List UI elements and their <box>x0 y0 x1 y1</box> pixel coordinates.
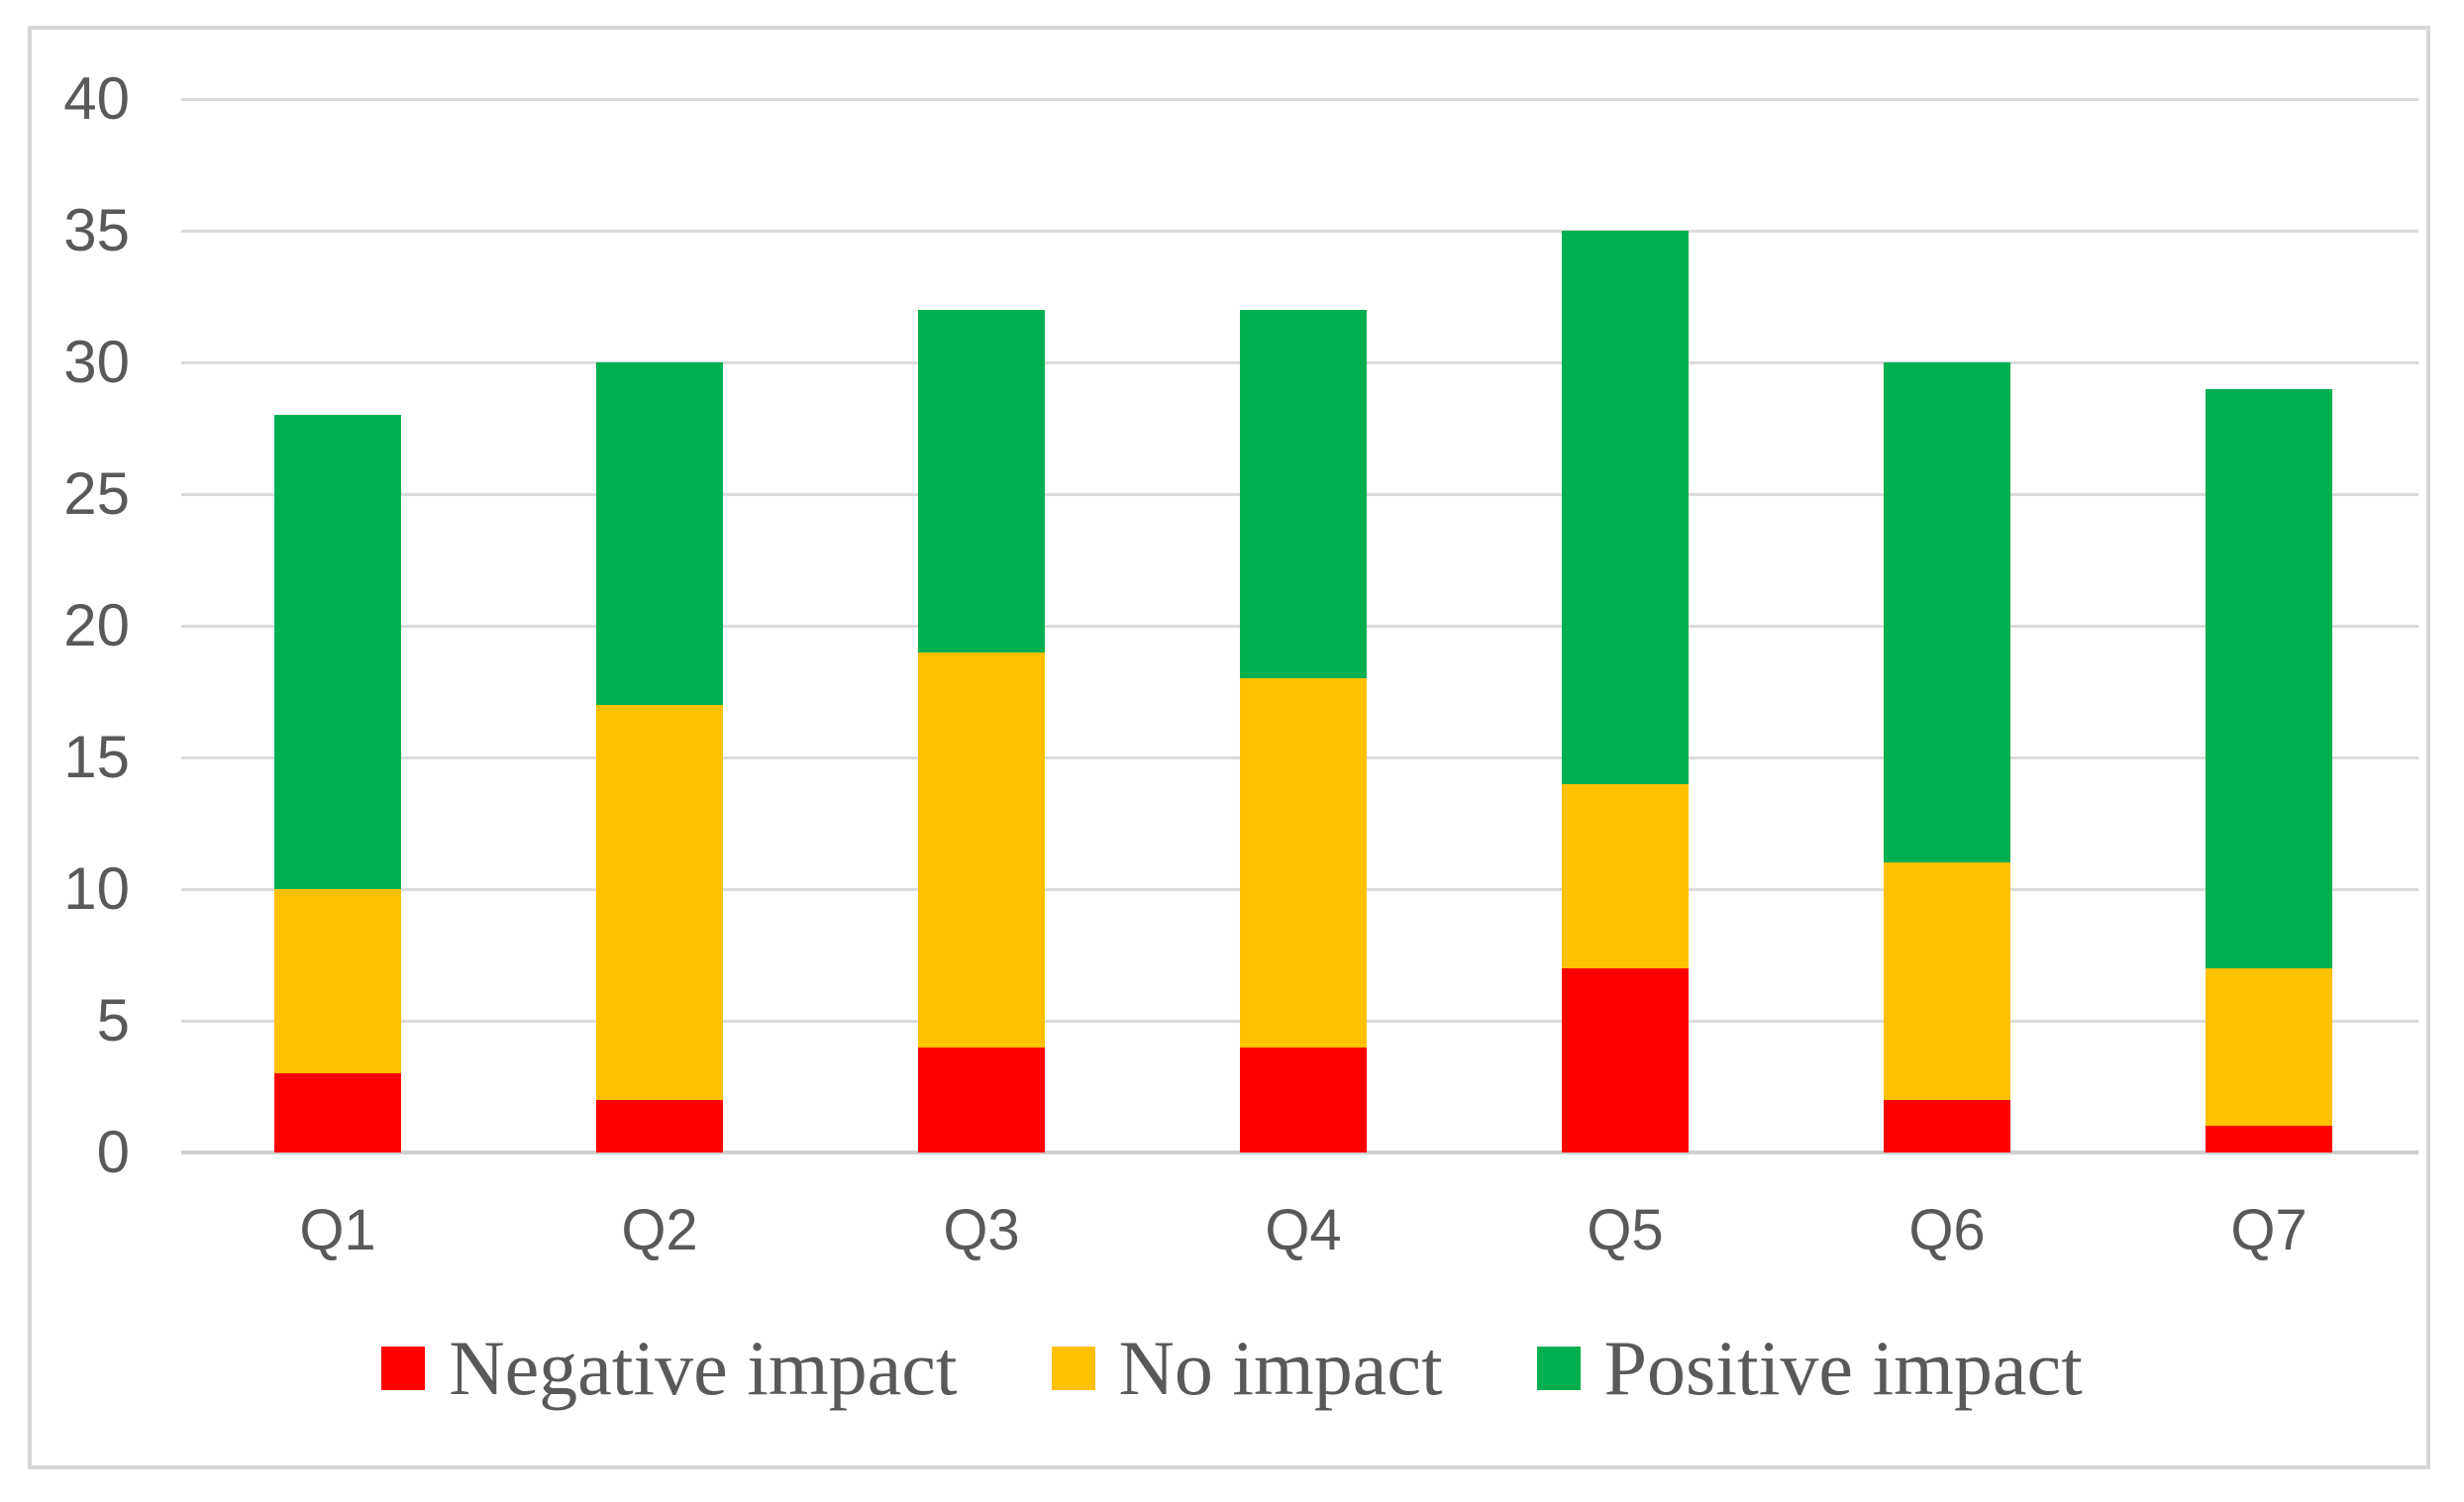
bar-segment-q3-no-impact <box>918 651 1045 1048</box>
legend-swatch-negative-impact <box>381 1347 426 1390</box>
bar-segment-q5-negative-impact <box>1562 967 1689 1152</box>
y-tick-label: 25 <box>63 460 130 527</box>
y-tick-label: 30 <box>63 329 130 395</box>
bar-segment-q7-positive-impact <box>2206 388 2332 968</box>
category-label-q3: Q3 <box>943 1198 1020 1262</box>
bar-segment-q6-negative-impact <box>1884 1099 2010 1152</box>
bar-segment-q7-negative-impact <box>2206 1126 2332 1152</box>
category-label-q1: Q1 <box>299 1198 376 1262</box>
bar-segment-q2-no-impact <box>596 704 723 1100</box>
y-tick-label: 20 <box>63 592 130 658</box>
legend-label-positive-impact: Positive impact <box>1603 1325 2083 1411</box>
bar-segment-q4-no-impact <box>1240 678 1367 1048</box>
gridline <box>181 229 2418 233</box>
bar-segment-q5-positive-impact <box>1562 231 1689 784</box>
legend-swatch-no-impact <box>1051 1347 1095 1390</box>
category-label-q5: Q5 <box>1587 1198 1664 1262</box>
category-label-q7: Q7 <box>2230 1198 2308 1262</box>
category-label-q4: Q4 <box>1265 1198 1342 1262</box>
legend: Negative impact No impact Positive impac… <box>0 1327 2464 1410</box>
gridline <box>181 97 2418 101</box>
bar-segment-q4-negative-impact <box>1240 1047 1367 1152</box>
legend-label-negative-impact: Negative impact <box>449 1325 958 1411</box>
y-tick-label: 5 <box>96 987 130 1053</box>
bar-segment-q2-negative-impact <box>596 1099 723 1152</box>
bar-segment-q3-positive-impact <box>918 309 1045 652</box>
bar-segment-q3-negative-impact <box>918 1047 1045 1152</box>
category-label-q6: Q6 <box>1908 1198 1986 1262</box>
legend-item-no-impact: No impact <box>1051 1325 1443 1411</box>
y-tick-label: 0 <box>96 1119 130 1185</box>
y-tick-label: 10 <box>63 855 130 922</box>
bar-segment-q5-no-impact <box>1562 783 1689 968</box>
legend-label-no-impact: No impact <box>1118 1325 1443 1411</box>
bar-segment-q4-positive-impact <box>1240 309 1367 679</box>
bar-segment-q1-positive-impact <box>274 415 401 889</box>
y-tick-label: 35 <box>63 197 130 263</box>
y-tick-label: 40 <box>63 65 130 132</box>
x-axis-line <box>181 1151 2418 1154</box>
legend-item-positive-impact: Positive impact <box>1536 1325 2083 1411</box>
y-tick-label: 15 <box>63 724 130 790</box>
bar-segment-q6-no-impact <box>1884 862 2010 1100</box>
legend-swatch-positive-impact <box>1536 1347 1581 1390</box>
legend-item-negative-impact: Negative impact <box>381 1325 958 1411</box>
bar-segment-q1-no-impact <box>274 889 401 1074</box>
bar-segment-q7-no-impact <box>2206 967 2332 1127</box>
bar-segment-q6-positive-impact <box>1884 362 2010 863</box>
chart-border <box>28 26 2430 1469</box>
bar-segment-q2-positive-impact <box>596 362 723 705</box>
bar-segment-q1-negative-impact <box>274 1073 401 1152</box>
category-label-q2: Q2 <box>621 1198 698 1262</box>
